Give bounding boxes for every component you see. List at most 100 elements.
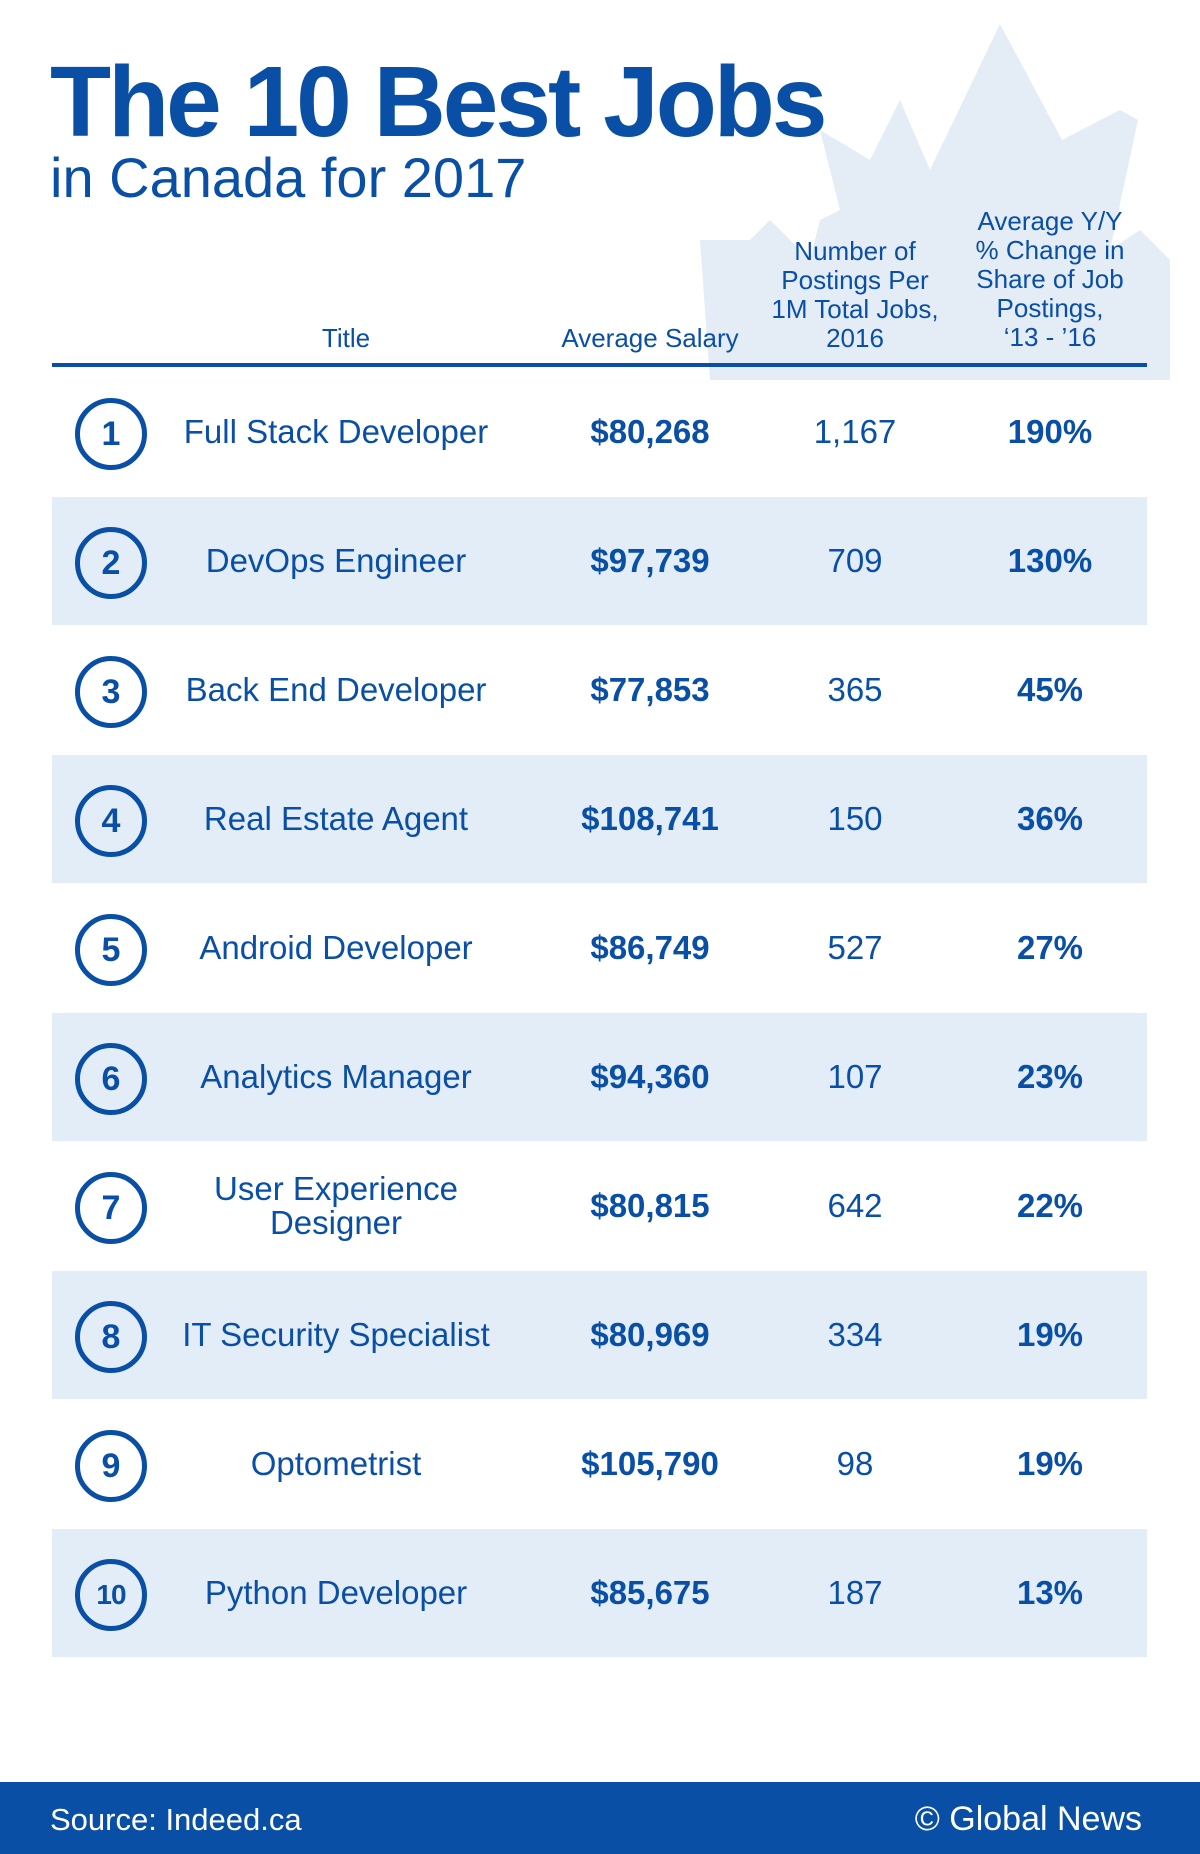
job-title: DevOps Engineer <box>180 497 492 625</box>
postings-count: 187 <box>827 1574 883 1611</box>
yoy-change: 27% <box>1016 929 1084 966</box>
job-title-line: Real Estate Agent <box>203 800 469 837</box>
postings-count: 365 <box>827 671 883 708</box>
footer-bar: Source: Indeed.ca © Global News <box>0 1782 1200 1854</box>
column-header-change-line: % Change in <box>975 235 1125 265</box>
page-subtitle: in Canada for 2017 <box>50 146 527 209</box>
average-salary: $94,360 <box>590 1058 710 1095</box>
rank-badge: 5 <box>75 914 147 986</box>
table-row: 3 Back End Developer $77,853 365 45% <box>52 626 1147 754</box>
average-salary: $77,853 <box>590 671 710 708</box>
rank-badge: 8 <box>75 1301 147 1373</box>
yoy-change: 130% <box>1007 542 1093 579</box>
source-credit: Source: Indeed.ca <box>50 1802 302 1837</box>
job-title-line: Optometrist <box>250 1445 422 1482</box>
average-salary: $97,739 <box>590 542 710 579</box>
rank-badge: 3 <box>75 656 147 728</box>
job-title: Optometrist <box>180 1400 492 1528</box>
rank-badge: 6 <box>75 1043 147 1115</box>
job-title: Back End Developer <box>180 626 492 754</box>
column-header-change: Average Y/Y % Change in Share of Job Pos… <box>955 207 1145 352</box>
rank-badge: 4 <box>75 785 147 857</box>
job-title-line: DevOps Engineer <box>205 542 467 579</box>
yoy-change: 190% <box>1007 413 1093 450</box>
job-title-text: Python Developer <box>205 1576 467 1610</box>
yoy-change: 19% <box>1016 1445 1084 1482</box>
job-title: Full Stack Developer <box>180 368 492 496</box>
job-title: User Experience Designer <box>180 1142 492 1270</box>
job-title-line: Android Developer <box>199 929 473 966</box>
job-title-line: Full Stack Developer <box>183 413 489 450</box>
column-header-salary: Average Salary <box>561 323 739 353</box>
job-title-text: IT Security Specialist <box>182 1318 490 1352</box>
job-title-text: User Experience Designer <box>214 1172 458 1240</box>
table-row: 10 Python Developer $85,675 187 13% <box>52 1529 1147 1657</box>
table-row: 4 Real Estate Agent $108,741 150 36% <box>52 755 1147 883</box>
postings-count: 334 <box>827 1316 883 1353</box>
column-header-change-line: Average Y/Y <box>977 206 1123 236</box>
job-title: Analytics Manager <box>180 1013 492 1141</box>
average-salary: $80,969 <box>590 1316 710 1353</box>
column-header-postings-line: 2016 <box>826 323 884 353</box>
table-row: 8 IT Security Specialist $80,969 334 19% <box>52 1271 1147 1399</box>
yoy-change: 36% <box>1016 800 1084 837</box>
job-title: IT Security Specialist <box>180 1271 492 1399</box>
table-row: 7 User Experience Designer $80,815 642 22% <box>52 1142 1147 1270</box>
average-salary: $85,675 <box>590 1574 710 1611</box>
page-title: The 10 Best Jobs <box>50 46 828 158</box>
column-header-postings-line: Postings Per <box>781 265 929 295</box>
job-title-text: Android Developer <box>199 931 472 965</box>
job-title-line: Analytics Manager <box>200 1058 472 1095</box>
job-title-line: Python Developer <box>204 1574 468 1611</box>
brand-credit: © Global News <box>914 1800 1142 1838</box>
column-header-postings-line: Number of <box>794 236 916 266</box>
table-row: 1 Full Stack Developer $80,268 1,167 190% <box>52 368 1147 496</box>
average-salary: $86,749 <box>590 929 710 966</box>
postings-count: 709 <box>827 542 883 579</box>
postings-count: 1,167 <box>813 413 897 450</box>
postings-count: 150 <box>827 800 883 837</box>
job-title-text: Full Stack Developer <box>184 415 488 449</box>
job-title-line: Designer <box>269 1204 403 1241</box>
average-salary: $80,815 <box>590 1187 710 1224</box>
column-header-change-line: Postings, <box>996 293 1104 323</box>
yoy-change: 23% <box>1016 1058 1084 1095</box>
rank-badge: 7 <box>75 1172 147 1244</box>
yoy-change: 22% <box>1016 1187 1084 1224</box>
job-title-text: DevOps Engineer <box>206 544 466 578</box>
job-title: Real Estate Agent <box>180 755 492 883</box>
rank-badge: 9 <box>75 1430 147 1502</box>
column-header-change-line: ‘13 - ’16 <box>1003 322 1097 352</box>
column-header-postings-line: 1M Total Jobs, <box>771 294 939 324</box>
column-header-title: Title <box>321 323 371 353</box>
postings-count: 107 <box>827 1058 883 1095</box>
job-title-line: IT Security Specialist <box>182 1316 490 1353</box>
job-title: Python Developer <box>180 1529 492 1657</box>
column-header-postings: Number of Postings Per 1M Total Jobs, 20… <box>760 237 950 353</box>
table-row: 5 Android Developer $86,749 527 27% <box>52 884 1147 1012</box>
yoy-change: 19% <box>1016 1316 1084 1353</box>
average-salary: $108,741 <box>581 800 719 837</box>
job-title-line: Back End Developer <box>185 671 487 708</box>
yoy-change: 13% <box>1016 1574 1084 1611</box>
table-row: 9 Optometrist $105,790 98 19% <box>52 1400 1147 1528</box>
job-title-text: Real Estate Agent <box>204 802 468 836</box>
job-title-line: User Experience <box>214 1170 458 1207</box>
postings-count: 642 <box>827 1187 883 1224</box>
rank-badge: 1 <box>75 398 147 470</box>
average-salary: $80,268 <box>590 413 710 450</box>
table-row: 6 Analytics Manager $94,360 107 23% <box>52 1013 1147 1141</box>
job-title: Android Developer <box>180 884 492 1012</box>
header-divider <box>52 363 1147 367</box>
rank-badge: 10 <box>75 1559 147 1631</box>
yoy-change: 45% <box>1016 671 1084 708</box>
average-salary: $105,790 <box>581 1445 719 1482</box>
table-row: 2 DevOps Engineer $97,739 709 130% <box>52 497 1147 625</box>
rank-badge: 2 <box>75 527 147 599</box>
postings-count: 527 <box>827 929 883 966</box>
job-title-text: Optometrist <box>251 1447 422 1481</box>
job-title-text: Analytics Manager <box>200 1060 471 1094</box>
job-title-text: Back End Developer <box>186 673 487 707</box>
postings-count: 98 <box>836 1445 874 1482</box>
maple-leaf-icon <box>700 24 1170 380</box>
